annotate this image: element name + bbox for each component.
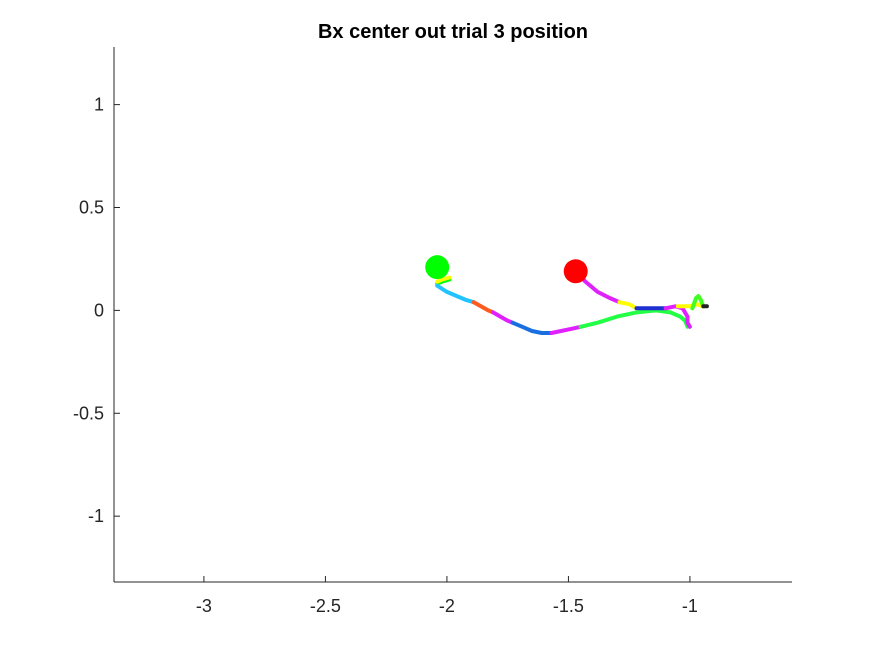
series-line: [471, 300, 496, 315]
y-tick-label: 1: [94, 95, 104, 115]
y-tick-label: 0: [94, 300, 104, 320]
x-tick-label: -2.5: [310, 596, 341, 616]
x-tick-label: -1: [682, 596, 698, 616]
trajectory-marker: [563, 259, 588, 284]
y-tick-label: -0.5: [73, 403, 104, 423]
trajectory-markers: [425, 255, 588, 284]
y-tick-label: 0.5: [79, 198, 104, 218]
x-tick-label: -1.5: [553, 596, 584, 616]
series-line: [617, 300, 639, 311]
series-line: [663, 304, 692, 329]
series-line: [549, 324, 583, 335]
x-axis-ticks: -3 -2.5 -2 -1.5 -1: [196, 576, 698, 616]
y-axis-ticks: 1 0.5 0 -0.5 -1: [73, 95, 120, 526]
series-line: [690, 294, 706, 311]
x-tick-label: -2: [439, 596, 455, 616]
series-line: [675, 302, 705, 309]
series-line: [510, 320, 554, 335]
chart-title: Bx center out trial 3 position: [318, 21, 588, 43]
trajectory-series: [435, 269, 709, 335]
series-line: [491, 310, 515, 325]
series-line: [435, 275, 452, 284]
series-line: [578, 308, 690, 329]
y-tick-label: -1: [88, 506, 104, 526]
x-tick-label: -3: [196, 596, 212, 616]
series-line: [435, 283, 476, 305]
trajectory-marker: [425, 255, 450, 280]
